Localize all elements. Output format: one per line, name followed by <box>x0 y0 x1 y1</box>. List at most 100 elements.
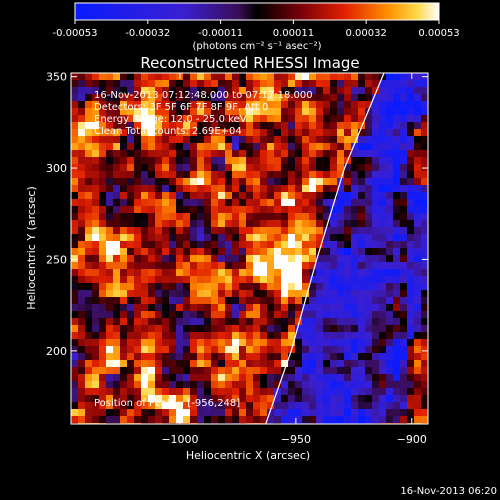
heatmap-cell <box>372 122 379 129</box>
heatmap-cell <box>169 87 176 94</box>
heatmap-cell <box>239 290 246 297</box>
heatmap-cell <box>393 262 400 269</box>
heatmap-cell <box>155 199 162 206</box>
heatmap-cell <box>176 108 183 115</box>
heatmap-cell <box>120 150 127 157</box>
heatmap-cell <box>190 304 197 311</box>
heatmap-cell <box>351 73 358 80</box>
heatmap-cell <box>379 262 386 269</box>
heatmap-cell <box>260 178 267 185</box>
heatmap-cell <box>148 409 155 416</box>
heatmap-cell <box>239 73 246 80</box>
heatmap-cell <box>302 248 309 255</box>
heatmap-cell <box>393 80 400 87</box>
heatmap-cell <box>323 311 330 318</box>
heatmap-cell <box>218 262 225 269</box>
heatmap-cell <box>204 304 211 311</box>
heatmap-cell <box>120 402 127 409</box>
heatmap-cell <box>162 311 169 318</box>
heatmap-cell <box>330 178 337 185</box>
heatmap-cell <box>365 157 372 164</box>
heatmap-cell <box>218 248 225 255</box>
heatmap-cell <box>351 346 358 353</box>
heatmap-cell <box>421 255 428 262</box>
heatmap-cell <box>281 227 288 234</box>
heatmap-cell <box>253 304 260 311</box>
heatmap-cell <box>92 416 99 423</box>
heatmap-cell <box>113 115 120 122</box>
heatmap-cell <box>372 374 379 381</box>
heatmap-cell <box>85 402 92 409</box>
heatmap-cell <box>351 101 358 108</box>
heatmap-cell <box>400 157 407 164</box>
heatmap-cell <box>267 143 274 150</box>
heatmap-cell <box>330 388 337 395</box>
heatmap-cell <box>218 416 225 423</box>
heatmap-cell <box>190 178 197 185</box>
heatmap-cell <box>281 276 288 283</box>
heatmap-cell <box>148 108 155 115</box>
heatmap-cell <box>92 367 99 374</box>
heatmap-cell <box>141 402 148 409</box>
heatmap-cell <box>99 73 106 80</box>
heatmap-cell <box>274 290 281 297</box>
heatmap-cell <box>183 213 190 220</box>
heatmap-cell <box>99 388 106 395</box>
heatmap-cell <box>239 206 246 213</box>
heatmap-cell <box>92 409 99 416</box>
heatmap-cell <box>197 157 204 164</box>
heatmap-cell <box>267 374 274 381</box>
heatmap-cell <box>155 248 162 255</box>
heatmap-cell <box>302 367 309 374</box>
heatmap-cell <box>316 325 323 332</box>
heatmap-cell <box>155 213 162 220</box>
heatmap-cell <box>183 122 190 129</box>
heatmap-cell <box>386 297 393 304</box>
heatmap-cell <box>99 94 106 101</box>
heatmap-cell <box>393 353 400 360</box>
heatmap-cell <box>106 213 113 220</box>
heatmap-cell <box>379 381 386 388</box>
heatmap-cell <box>78 248 85 255</box>
heatmap-cell <box>113 381 120 388</box>
heatmap-cell <box>407 290 414 297</box>
heatmap-cell <box>323 416 330 423</box>
heatmap-cell <box>232 234 239 241</box>
heatmap-cell <box>85 87 92 94</box>
heatmap-cell <box>274 115 281 122</box>
heatmap-cell <box>232 360 239 367</box>
heatmap-cell <box>239 269 246 276</box>
heatmap-cell <box>225 129 232 136</box>
heatmap-cell <box>99 381 106 388</box>
heatmap-cell <box>155 206 162 213</box>
heatmap-cell <box>78 318 85 325</box>
heatmap-cell <box>386 409 393 416</box>
heatmap-cell <box>141 150 148 157</box>
heatmap-cell <box>281 164 288 171</box>
heatmap-cell <box>295 248 302 255</box>
heatmap-cell <box>155 80 162 87</box>
heatmap-cell <box>85 325 92 332</box>
heatmap-cell <box>302 206 309 213</box>
heatmap-cell <box>421 206 428 213</box>
heatmap-cell <box>246 220 253 227</box>
heatmap-cell <box>400 360 407 367</box>
heatmap-cell <box>148 136 155 143</box>
heatmap-cell <box>379 241 386 248</box>
heatmap-cell <box>246 150 253 157</box>
heatmap-cell <box>309 255 316 262</box>
heatmap-cell <box>120 318 127 325</box>
heatmap-cell <box>162 220 169 227</box>
heatmap-cell <box>92 241 99 248</box>
heatmap-cell <box>358 262 365 269</box>
heatmap-cell <box>316 199 323 206</box>
heatmap-cell <box>134 262 141 269</box>
heatmap-cell <box>92 150 99 157</box>
heatmap-cell <box>372 164 379 171</box>
heatmap-cell <box>393 87 400 94</box>
heatmap-cell <box>176 122 183 129</box>
heatmap-cell <box>379 185 386 192</box>
heatmap-cell <box>316 87 323 94</box>
heatmap-cell <box>155 367 162 374</box>
